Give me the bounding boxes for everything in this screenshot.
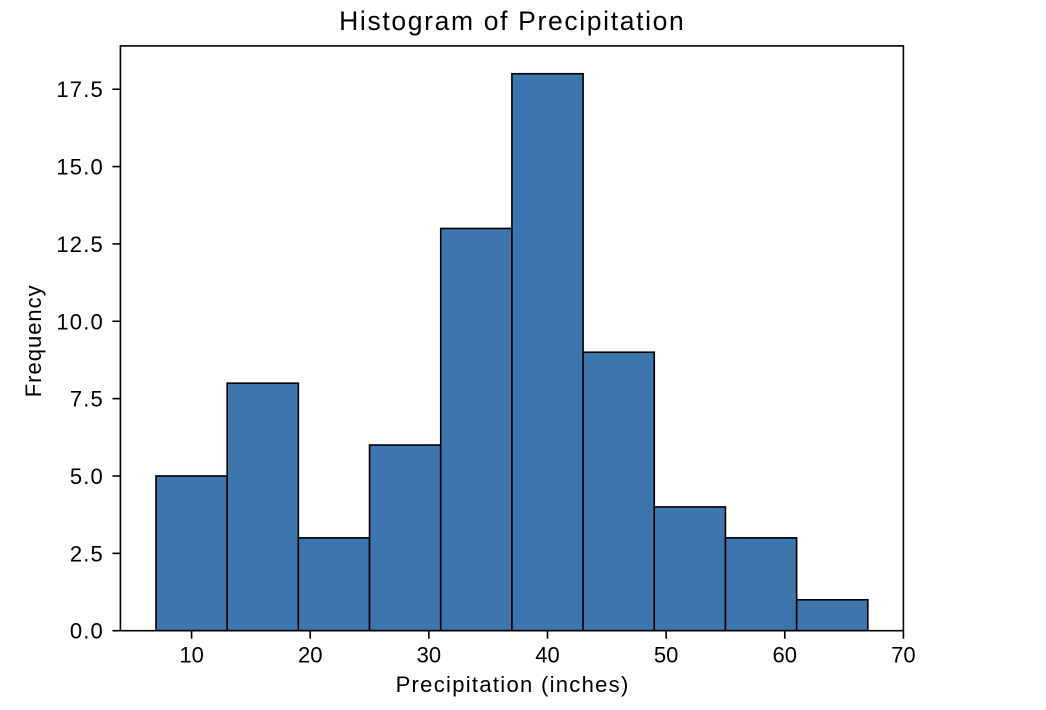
- svg-text:40: 40: [535, 642, 559, 667]
- svg-text:2.5: 2.5: [70, 541, 104, 566]
- svg-text:60: 60: [773, 642, 797, 667]
- svg-text:0.0: 0.0: [70, 619, 104, 644]
- svg-text:17.5: 17.5: [56, 77, 104, 102]
- svg-text:7.5: 7.5: [70, 387, 104, 412]
- svg-text:10: 10: [179, 642, 203, 667]
- svg-text:Precipitation (inches): Precipitation (inches): [396, 672, 630, 697]
- svg-text:50: 50: [654, 642, 678, 667]
- svg-text:Histogram of Precipitation: Histogram of Precipitation: [339, 6, 685, 36]
- svg-text:12.5: 12.5: [56, 232, 104, 257]
- svg-text:Frequency: Frequency: [21, 284, 46, 397]
- svg-text:15.0: 15.0: [56, 155, 104, 180]
- svg-text:10.0: 10.0: [56, 309, 104, 334]
- svg-text:5.0: 5.0: [70, 464, 104, 489]
- svg-text:20: 20: [298, 642, 322, 667]
- svg-text:30: 30: [417, 642, 441, 667]
- svg-text:70: 70: [891, 642, 915, 667]
